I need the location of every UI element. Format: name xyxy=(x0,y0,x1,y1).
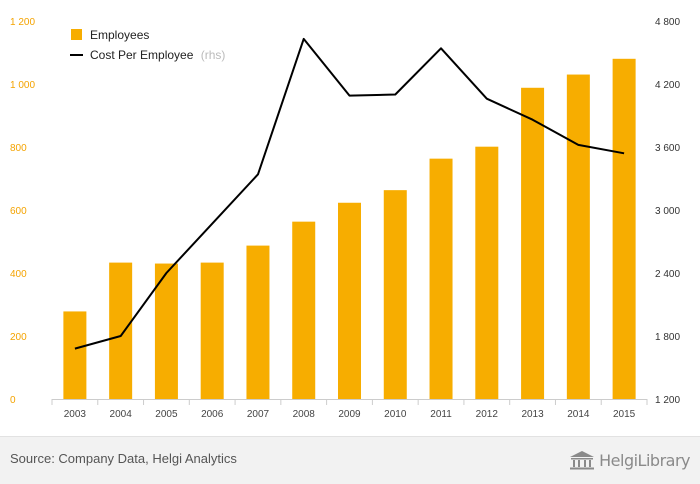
employees-bar xyxy=(63,311,86,399)
x-tick-label: 2007 xyxy=(247,409,270,420)
employees-bar xyxy=(430,159,453,399)
legend-swatch-employees xyxy=(71,29,82,40)
employees-bar xyxy=(384,190,407,399)
right-tick-label: 4 200 xyxy=(655,80,680,91)
x-tick-label: 2011 xyxy=(430,409,452,420)
employees-bars xyxy=(63,59,635,399)
employees-bar xyxy=(109,263,132,399)
legend-label-cost-per-employee: Cost Per Employee (rhs) xyxy=(90,48,225,62)
employees-bar xyxy=(567,75,590,399)
employees-bar xyxy=(246,246,269,399)
left-tick-label: 1 200 xyxy=(10,17,35,28)
left-tick-label: 1 000 xyxy=(10,80,35,91)
left-tick-label: 200 xyxy=(10,332,27,343)
source-note: Source: Company Data, Helgi Analytics xyxy=(10,451,237,466)
employees-bar xyxy=(201,263,224,399)
employees-bar xyxy=(475,147,498,399)
employees-bar xyxy=(338,203,361,399)
x-tick-label: 2005 xyxy=(155,409,178,420)
x-tick-label: 2004 xyxy=(110,409,133,420)
left-tick-label: 600 xyxy=(10,206,27,217)
right-tick-label: 2 400 xyxy=(655,269,680,280)
right-tick-label: 4 800 xyxy=(655,17,680,28)
right-tick-label: 1 200 xyxy=(655,395,680,406)
x-tick-label: 2012 xyxy=(476,409,499,420)
legend: Employees Cost Per Employee (rhs) xyxy=(70,28,225,62)
x-axis: 2003 2004 2005 2006 2007 2008 2009 2010 2011 2012… xyxy=(52,399,647,420)
right-tick-label: 1 800 xyxy=(655,332,680,343)
left-tick-label: 0 xyxy=(10,395,16,406)
x-tick-label: 2006 xyxy=(201,409,224,420)
library-building-icon xyxy=(569,450,595,470)
x-tick-label: 2013 xyxy=(521,409,544,420)
left-axis: 0 200 400 600 800 1 000 1 200 xyxy=(10,17,35,406)
right-axis: 1 200 1 800 2 400 3 000 3 600 4 200 4 800 xyxy=(655,17,680,406)
left-tick-label: 400 xyxy=(10,269,27,280)
footer: Source: Company Data, Helgi Analytics He… xyxy=(0,436,700,484)
employees-bar xyxy=(521,88,544,399)
employees-bar xyxy=(292,222,315,399)
x-tick-label: 2009 xyxy=(338,409,361,420)
legend-label-rhs: (rhs) xyxy=(201,48,226,62)
x-tick-label: 2014 xyxy=(567,409,590,420)
helgi-library-logo[interactable]: HelgiLibrary xyxy=(569,449,690,471)
employees-bar xyxy=(613,59,636,399)
right-tick-label: 3 000 xyxy=(655,206,680,217)
legend-label-employees: Employees xyxy=(90,28,149,42)
left-tick-label: 800 xyxy=(10,143,27,154)
legend-label-cost-text: Cost Per Employee xyxy=(90,48,194,62)
x-tick-label: 2015 xyxy=(613,409,636,420)
brand-name: HelgiLibrary xyxy=(599,451,690,470)
combo-chart: 0 200 400 600 800 1 000 1 200 1 200 1 800 2 400 3… xyxy=(0,0,700,436)
x-tick-label: 2008 xyxy=(293,409,316,420)
x-tick-label: 2010 xyxy=(384,409,407,420)
right-tick-label: 3 600 xyxy=(655,143,680,154)
x-tick-label: 2003 xyxy=(64,409,87,420)
